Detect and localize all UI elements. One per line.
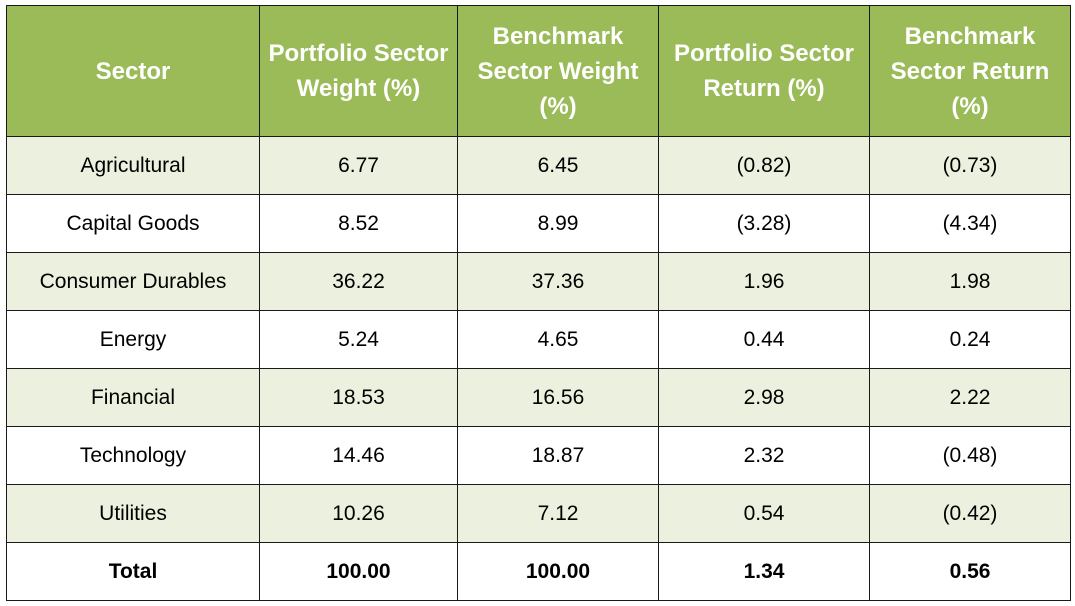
benchmark-return-cell: 2.22 xyxy=(869,368,1071,427)
table-row: Technology 14.46 18.87 2.32 (0.48) xyxy=(6,426,1071,485)
header-benchmark-weight: Benchmark Sector Weight (%) xyxy=(457,5,659,137)
sector-cell: Technology xyxy=(6,426,260,485)
table-row: Agricultural 6.77 6.45 (0.82) (0.73) xyxy=(6,136,1071,195)
benchmark-weight-cell: 7.12 xyxy=(457,484,659,543)
sector-cell: Capital Goods xyxy=(6,194,260,253)
sector-cell: Consumer Durables xyxy=(6,252,260,311)
portfolio-return-cell: (0.82) xyxy=(658,136,870,195)
header-portfolio-return: Portfolio Sector Return (%) xyxy=(658,5,870,137)
portfolio-weight-cell: 5.24 xyxy=(259,310,458,369)
benchmark-weight-cell: 6.45 xyxy=(457,136,659,195)
sector-cell: Financial xyxy=(6,368,260,427)
portfolio-return-cell: 0.54 xyxy=(658,484,870,543)
benchmark-return-cell: (0.48) xyxy=(869,426,1071,485)
header-portfolio-weight: Portfolio Sector Weight (%) xyxy=(259,5,458,137)
table-row: Consumer Durables 36.22 37.36 1.96 1.98 xyxy=(6,252,1071,311)
portfolio-weight-cell: 8.52 xyxy=(259,194,458,253)
sector-cell: Utilities xyxy=(6,484,260,543)
sector-returns-table: Sector Portfolio Sector Weight (%) Bench… xyxy=(6,5,1071,601)
portfolio-return-cell: 2.98 xyxy=(658,368,870,427)
total-portfolio-return: 1.34 xyxy=(658,542,870,601)
table-row: Utilities 10.26 7.12 0.54 (0.42) xyxy=(6,484,1071,543)
portfolio-weight-cell: 18.53 xyxy=(259,368,458,427)
portfolio-weight-cell: 14.46 xyxy=(259,426,458,485)
portfolio-return-cell: 2.32 xyxy=(658,426,870,485)
portfolio-return-cell: 1.96 xyxy=(658,252,870,311)
benchmark-weight-cell: 16.56 xyxy=(457,368,659,427)
benchmark-return-cell: (0.73) xyxy=(869,136,1071,195)
total-row: Total 100.00 100.00 1.34 0.56 xyxy=(6,542,1071,601)
benchmark-return-cell: 0.24 xyxy=(869,310,1071,369)
table-header: Sector Portfolio Sector Weight (%) Bench… xyxy=(6,5,1071,137)
portfolio-weight-cell: 6.77 xyxy=(259,136,458,195)
benchmark-return-cell: (4.34) xyxy=(869,194,1071,253)
table-row: Financial 18.53 16.56 2.98 2.22 xyxy=(6,368,1071,427)
sector-cell: Energy xyxy=(6,310,260,369)
portfolio-return-cell: (3.28) xyxy=(658,194,870,253)
portfolio-return-cell: 0.44 xyxy=(658,310,870,369)
benchmark-return-cell: (0.42) xyxy=(869,484,1071,543)
benchmark-weight-cell: 37.36 xyxy=(457,252,659,311)
header-sector: Sector xyxy=(6,5,260,137)
total-benchmark-weight: 100.00 xyxy=(457,542,659,601)
portfolio-weight-cell: 10.26 xyxy=(259,484,458,543)
total-benchmark-return: 0.56 xyxy=(869,542,1071,601)
table-body: Agricultural 6.77 6.45 (0.82) (0.73) Cap… xyxy=(6,136,1071,601)
table-row: Capital Goods 8.52 8.99 (3.28) (4.34) xyxy=(6,194,1071,253)
benchmark-return-cell: 1.98 xyxy=(869,252,1071,311)
sector-cell: Agricultural xyxy=(6,136,260,195)
benchmark-weight-cell: 8.99 xyxy=(457,194,659,253)
table-row: Energy 5.24 4.65 0.44 0.24 xyxy=(6,310,1071,369)
header-row: Sector Portfolio Sector Weight (%) Bench… xyxy=(6,5,1071,137)
total-label: Total xyxy=(6,542,260,601)
benchmark-weight-cell: 18.87 xyxy=(457,426,659,485)
portfolio-weight-cell: 36.22 xyxy=(259,252,458,311)
benchmark-weight-cell: 4.65 xyxy=(457,310,659,369)
header-benchmark-return: Benchmark Sector Return (%) xyxy=(869,5,1071,137)
total-portfolio-weight: 100.00 xyxy=(259,542,458,601)
